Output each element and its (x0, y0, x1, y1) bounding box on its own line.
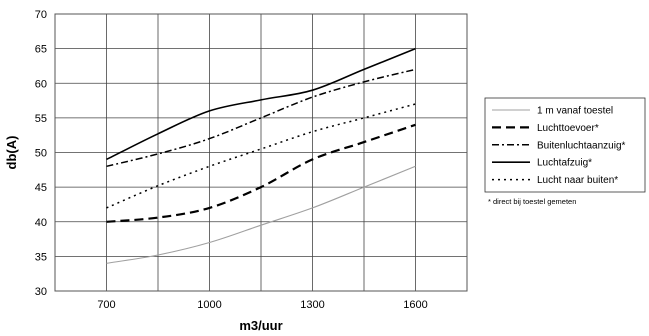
y-tick-label: 35 (35, 251, 47, 263)
y-tick-label: 50 (35, 148, 47, 160)
grid-layer (55, 13, 467, 292)
series-line-buitenluchtaanzuig (106, 68, 416, 168)
x-tick-label: 700 (97, 299, 115, 311)
y-tick-label: 70 (35, 9, 47, 21)
plot-area-frame (54, 13, 468, 292)
series-layer (106, 47, 416, 264)
legend-label: Luchtafzuig* (537, 158, 592, 169)
x-tick-label: 1000 (197, 299, 221, 311)
x-axis-ticks: 700 1000 1300 1600 (97, 299, 427, 311)
y-axis-title: db(A) (4, 136, 19, 170)
legend-label: Lucht naar buiten* (537, 175, 618, 186)
legend-footnote: * direct bij toestel gemeten (488, 197, 576, 206)
legend: 1 m vanaf toestel Luchttoevoer* Buitenluch… (484, 97, 646, 193)
y-tick-label: 60 (35, 78, 47, 90)
y-tick-label: 40 (35, 217, 47, 229)
y-axis-ticks: 30 35 40 45 50 55 60 65 70 (35, 9, 47, 298)
y-tick-label: 55 (35, 113, 47, 125)
x-tick-label: 1600 (403, 299, 427, 311)
series-line-luchttoevoer (106, 123, 416, 223)
y-tick-label: 30 (35, 286, 47, 298)
x-axis-title: m3/uur (239, 318, 282, 333)
y-tick-label: 45 (35, 182, 47, 194)
x-tick-label: 1300 (300, 299, 324, 311)
y-tick-label: 65 (35, 44, 47, 56)
legend-items: 1 m vanaf toestel Luchttoevoer* Buitenluch… (492, 106, 626, 186)
series-line-1-m-vanaf-toestel (106, 165, 416, 264)
legend-label: Buitenluchtaanzuig* (537, 140, 626, 151)
legend-label: Luchttoevoer* (537, 123, 599, 134)
legend-label: 1 m vanaf toestel (537, 106, 613, 117)
series-line-luchtafzuig (106, 47, 416, 161)
